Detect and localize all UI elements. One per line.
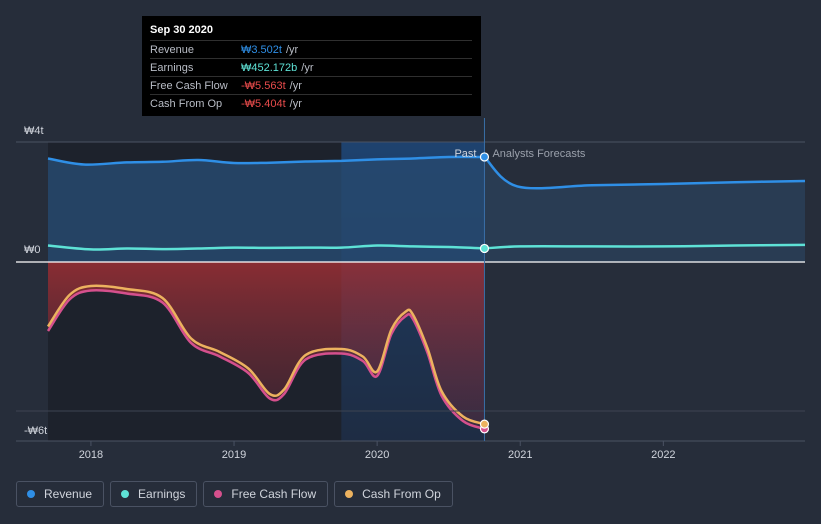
free-cash-flow-line (46, 289, 485, 431)
y-tick-label: -₩6t (24, 425, 47, 437)
legend-item-revenue[interactable]: Revenue (16, 481, 105, 507)
legend-label: Earnings (138, 487, 186, 501)
y-tick-label: ₩0 (24, 244, 41, 256)
tooltip-row-cash-from-op: Cash From Op -₩5.404t/yr (150, 94, 472, 112)
x-tick-label: 2022 (651, 449, 675, 461)
legend-dot-icon (27, 490, 35, 498)
chart-areas (48, 156, 805, 429)
earnings-line (47, 244, 485, 251)
revenue-line (47, 155, 485, 166)
cash-from-op-marker (479, 419, 490, 429)
legend-dot-icon (345, 490, 354, 498)
tooltip-row-label: Earnings (150, 61, 194, 74)
chart-lines (46, 155, 806, 431)
legend-item-free-cash-flow[interactable]: Free Cash Flow (203, 481, 329, 507)
tooltip-row-label: Revenue (150, 43, 195, 56)
past-label: Past (454, 148, 476, 160)
revenue-area (48, 156, 485, 262)
tooltip-row-label: Cash From Op (150, 97, 223, 110)
tooltip-row-label: Free Cash Flow (150, 79, 228, 92)
x-tick-label: 2020 (365, 449, 389, 461)
legend-label: Cash From Op (362, 487, 441, 501)
tooltip-rows: Revenue ₩3.502t/yr Earnings ₩452.172b/yr Fre… (150, 40, 472, 112)
tooltip-row-earnings: Earnings ₩452.172b/yr (150, 58, 472, 76)
tooltip-row-unit: /yr (289, 79, 302, 92)
cash-from-op-line (46, 284, 485, 426)
legend-label: Free Cash Flow (231, 487, 317, 501)
x-tick-label: 2018 (79, 449, 103, 461)
tooltip-row-value: -₩5.404t (241, 97, 286, 110)
y-tick-label: ₩4t (24, 125, 44, 137)
legend: Revenue Earnings Free Cash Flow Cash From O… (16, 481, 453, 507)
x-tick-label: 2019 (222, 449, 246, 461)
tooltip-row-value: ₩452.172b (241, 61, 298, 74)
free-cash-flow-area (48, 262, 485, 429)
tooltip-row-unit: /yr (285, 43, 299, 56)
tooltip: Sep 30 2020 Revenue ₩3.502t/yr Earnings ₩45… (142, 16, 481, 116)
earnings-forecast-line (484, 243, 806, 250)
tooltip-row-unit: /yr (289, 97, 302, 110)
forecast-label: Analysts Forecasts (492, 148, 585, 160)
tooltip-date: Sep 30 2020 (150, 24, 213, 36)
revenue-forecast-line (483, 156, 806, 190)
chart-axes: ₩4t ₩0 -₩6t 2018 2019 2020 2021 2022 (16, 118, 805, 461)
legend-label: Revenue (44, 487, 93, 501)
legend-dot-icon (121, 490, 130, 498)
legend-dot-icon (214, 490, 223, 498)
x-tick-label: 2021 (508, 449, 532, 461)
tooltip-row-value: -₩5.563t (241, 79, 286, 92)
chart-markers (479, 152, 490, 434)
revenue-marker (479, 152, 490, 162)
tooltip-row-free-cash-flow: Free Cash Flow -₩5.563t/yr (150, 76, 472, 94)
tooltip-row-value: ₩3.502t (241, 43, 282, 56)
tooltip-row-revenue: Revenue ₩3.502t/yr (150, 40, 472, 58)
legend-item-cash-from-op[interactable]: Cash From Op (334, 481, 453, 507)
earnings-marker (479, 243, 490, 254)
tooltip-row-unit: /yr (301, 61, 314, 74)
legend-item-earnings[interactable]: Earnings (110, 481, 198, 507)
